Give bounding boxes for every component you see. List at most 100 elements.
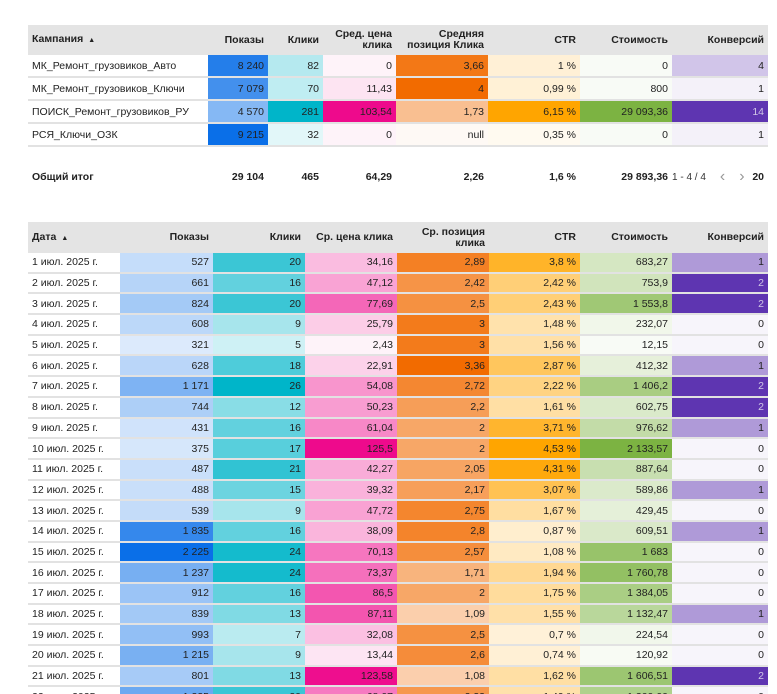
table-row[interactable]: 6 июл. 2025 г. 628 18 22,91 3,36 2,87 % 412,32… xyxy=(28,355,768,378)
column-header[interactable]: Ср. позиция клика xyxy=(397,222,489,253)
metric-cell: 3 xyxy=(397,314,489,336)
sort-asc-icon[interactable]: ▲ xyxy=(88,37,96,44)
table-row[interactable]: 13 июл. 2025 г. 539 9 47,72 2,75 1,67 % 429,45… xyxy=(28,500,768,522)
table-row[interactable]: 10 июл. 2025 г. 375 17 125,5 2 4,53 % 2 133,57… xyxy=(28,438,768,460)
row-label: 18 июл. 2025 г. xyxy=(28,603,120,626)
column-header[interactable]: Клики xyxy=(213,222,305,253)
table-row[interactable]: 22 июл. 2025 г.1 3352068,072,331,49 %1 3… xyxy=(28,686,768,694)
column-header[interactable]: Кампания ▲ xyxy=(28,25,208,55)
metric-cell: 3,66 xyxy=(396,55,488,78)
metric-cell: 488 xyxy=(120,479,213,502)
metric-cell: 1,49 % xyxy=(489,686,580,694)
column-header[interactable]: Конверсий xyxy=(672,25,768,55)
row-label: 9 июл. 2025 г. xyxy=(28,417,120,440)
table-row[interactable]: РСЯ_Ключи_ОЗК 9 215 32 0 null 0,35 % 0 1 xyxy=(28,123,768,147)
table-row[interactable]: 11 июл. 2025 г. 487 21 42,27 2,05 4,31 % 887,6… xyxy=(28,458,768,481)
table-row[interactable]: 16 июл. 2025 г. 1 237 24 73,37 1,71 1,94 % 1 7… xyxy=(28,562,768,584)
metric-cell: 20 xyxy=(213,293,305,316)
table-row[interactable]: 2 июл. 2025 г. 661 16 47,12 2,42 2,42 % 753,9 2 xyxy=(28,272,768,295)
table-row[interactable]: 20 июл. 2025 г. 1 215 9 13,44 2,6 0,74 % 120,9… xyxy=(28,645,768,667)
column-header-label: Клики xyxy=(269,231,301,243)
column-header[interactable]: Стоимость xyxy=(580,222,672,253)
table-row[interactable]: 3 июл. 2025 г. 824 20 77,69 2,5 2,43 % 1 553,8… xyxy=(28,293,768,316)
metric-cell: 14 xyxy=(672,100,768,124)
total-cell: Общий итог xyxy=(28,146,208,189)
metric-cell: 487 xyxy=(120,458,213,481)
total-cell: 29 893,36 xyxy=(580,146,672,189)
table-row[interactable]: 9 июл. 2025 г. 431 16 61,04 2 3,71 % 976,62 1 xyxy=(28,417,768,440)
metric-cell: 2 xyxy=(397,417,489,440)
metric-cell: 16 xyxy=(213,583,305,605)
metric-cell: 2 xyxy=(397,438,489,460)
column-header[interactable]: Ср. цена клика xyxy=(305,222,397,253)
column-header[interactable]: Сред. цена клика xyxy=(323,25,396,55)
total-cell: 1,6 % xyxy=(488,146,580,189)
column-header[interactable]: Клики xyxy=(268,25,323,55)
row-label: МК_Ремонт_грузовиков_Авто xyxy=(28,55,208,78)
metric-cell: 0,87 % xyxy=(489,520,580,543)
column-header[interactable]: Конверсий xyxy=(672,222,768,253)
table-row[interactable]: ПОИСК_Ремонт_грузовиков_РУ 4 570 281 103,54… xyxy=(28,100,768,124)
table-row[interactable]: 4 июл. 2025 г. 608 9 25,79 3 1,48 % 232,07 0 xyxy=(28,314,768,336)
row-label: 21 июл. 2025 г. xyxy=(28,665,120,688)
column-header[interactable]: CTR xyxy=(489,222,580,253)
total-cell: 64,29 xyxy=(323,146,396,189)
metric-cell: 6,15 % xyxy=(488,100,580,124)
table-row[interactable]: 19 июл. 2025 г. 993 7 32,08 2,5 0,7 % 224,54 0 xyxy=(28,624,768,647)
metric-cell: 54,08 xyxy=(305,376,397,398)
metric-cell: 9 xyxy=(213,645,305,667)
table-row[interactable]: 21 июл. 2025 г. 801 13 123,58 1,08 1,62 % 1 60… xyxy=(28,665,768,688)
metric-cell: 1,55 % xyxy=(489,603,580,626)
metric-cell: 5 xyxy=(213,334,305,357)
metric-cell: 50,23 xyxy=(305,396,397,419)
table-row[interactable]: 18 июл. 2025 г. 839 13 87,11 1,09 1,55 % 1 132… xyxy=(28,603,768,626)
chevron-left-icon[interactable]: ‹ xyxy=(719,168,726,185)
metric-cell: 661 xyxy=(120,272,213,295)
metric-cell: 0 xyxy=(672,541,768,564)
metric-cell: 3,07 % xyxy=(489,479,580,502)
metric-cell: 82 xyxy=(268,55,323,78)
table-row[interactable]: 15 июл. 2025 г. 2 225 24 70,13 2,57 1,08 % 1 6… xyxy=(28,541,768,564)
table-row[interactable]: 12 июл. 2025 г. 488 15 39,32 2,17 3,07 % 589,8… xyxy=(28,479,768,502)
row-label: 1 июл. 2025 г. xyxy=(28,253,120,274)
table-row[interactable]: 1 июл. 2025 г. 527 20 34,16 2,89 3,8 % 683,27 1 xyxy=(28,253,768,274)
metric-cell: 0 xyxy=(672,500,768,522)
chevron-right-icon[interactable]: › xyxy=(739,168,745,185)
metric-cell: 70 xyxy=(268,77,323,101)
table-row[interactable]: 8 июл. 2025 г. 744 12 50,23 2,2 1,61 % 602,75 2 xyxy=(28,396,768,419)
table-row[interactable]: 17 июл. 2025 г. 912 16 86,5 2 1,75 % 1 384,05 0 xyxy=(28,583,768,605)
metric-cell: 0,74 % xyxy=(489,645,580,667)
metric-cell: 2 225 xyxy=(120,541,213,564)
row-label: 10 июл. 2025 г. xyxy=(28,438,120,460)
table-row[interactable]: МК_Ремонт_грузовиков_Авто 8 240 82 0 3,66 1 %… xyxy=(28,55,768,78)
metric-cell: 1 xyxy=(672,479,768,502)
metric-cell: 2 xyxy=(397,583,489,605)
metric-cell: 29 093,36 xyxy=(580,100,672,124)
table-row[interactable]: МК_Ремонт_грузовиков_Ключи 7 079 70 11,43 4 0… xyxy=(28,77,768,101)
column-header[interactable]: CTR xyxy=(488,25,580,55)
table-row[interactable]: 5 июл. 2025 г. 321 5 2,43 3 1,56 % 12,15 0 xyxy=(28,334,768,357)
metric-cell: 18 xyxy=(213,355,305,378)
metric-cell: 824 xyxy=(120,293,213,316)
metric-cell: 0 xyxy=(580,123,672,147)
table-row[interactable]: 14 июл. 2025 г. 1 835 16 38,09 2,8 0,87 % 609,… xyxy=(28,520,768,543)
sort-asc-icon[interactable]: ▲ xyxy=(61,234,69,242)
column-header[interactable]: Средняя позиция Клика xyxy=(396,25,488,55)
column-header[interactable]: Показы xyxy=(120,222,213,253)
metric-cell: 1,94 % xyxy=(489,562,580,584)
column-header[interactable]: Дата ▲ xyxy=(28,222,120,253)
metric-cell: 1 xyxy=(672,77,768,101)
metric-cell: 77,69 xyxy=(305,293,397,316)
metric-cell: 800 xyxy=(580,77,672,101)
table-row[interactable]: 7 июл. 2025 г. 1 171 26 54,08 2,72 2,22 % 1 40… xyxy=(28,376,768,398)
metric-cell: 628 xyxy=(120,355,213,378)
metric-cell: 753,9 xyxy=(580,272,672,295)
metric-cell: 2,57 xyxy=(397,541,489,564)
column-header[interactable]: Показы xyxy=(208,25,268,55)
metric-cell: 87,11 xyxy=(305,603,397,626)
metric-cell: 24 xyxy=(213,541,305,564)
metric-cell: 1 215 xyxy=(120,645,213,667)
column-header[interactable]: Стоимость xyxy=(580,25,672,55)
metric-cell: 232,07 xyxy=(580,314,672,336)
